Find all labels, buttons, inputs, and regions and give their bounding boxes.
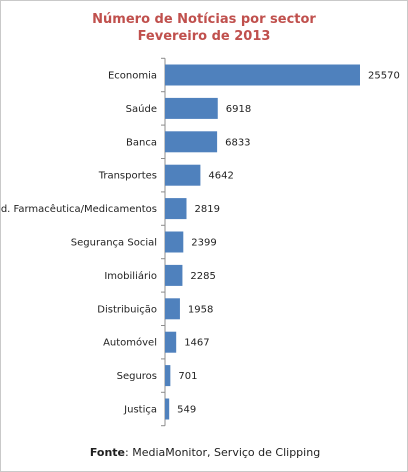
category-label: Automóvel <box>103 337 157 349</box>
data-label: 701 <box>178 371 197 382</box>
bar <box>165 331 177 353</box>
category-label: Distribuição <box>97 304 157 315</box>
bar <box>165 198 187 220</box>
category-label: Segurança Social <box>71 238 157 249</box>
data-label: 2285 <box>190 271 215 282</box>
bar <box>165 365 171 387</box>
bar <box>165 231 184 253</box>
category-label: Economia <box>108 71 157 82</box>
data-label: 6833 <box>225 137 250 148</box>
category-label: Imobiliário <box>104 270 157 282</box>
data-label: 4642 <box>208 171 233 182</box>
bar <box>165 164 201 186</box>
bar <box>165 298 180 320</box>
bar <box>165 398 170 420</box>
bar <box>165 64 360 86</box>
bar <box>165 97 218 119</box>
data-label: 549 <box>177 405 196 416</box>
category-label: Justiça <box>123 405 157 416</box>
data-label: 1958 <box>188 304 213 315</box>
category-label: Banca <box>126 137 157 148</box>
data-label: 2399 <box>191 238 216 249</box>
category-label: Seguros <box>117 371 157 382</box>
category-label: Transportes <box>98 171 157 182</box>
bar <box>165 264 183 286</box>
category-label: Saúde <box>126 103 157 115</box>
bar <box>165 131 218 153</box>
chart-title-line-1: Número de Notícias por sector <box>92 12 316 27</box>
footer-label: Fonte <box>89 446 125 459</box>
data-label: 1467 <box>184 338 209 349</box>
bar-chart: Número de Notícias por sector Fevereiro … <box>1 12 400 427</box>
footer-text: : MediaMonitor, Serviço de Clipping <box>125 446 321 459</box>
data-label: 6918 <box>226 104 251 115</box>
source-footer: Fonte: MediaMonitor, Serviço de Clipping <box>1 446 408 459</box>
chart-marks: Economia 25570 Saúde 6918 Banca 6833 Transport… <box>1 57 400 427</box>
data-label: 25570 <box>368 71 400 82</box>
category-label: Ind. Farmacêutica/Medicamentos <box>1 203 157 215</box>
data-label: 2819 <box>194 204 219 215</box>
chart-title-line-2: Fevereiro de 2013 <box>138 29 271 44</box>
